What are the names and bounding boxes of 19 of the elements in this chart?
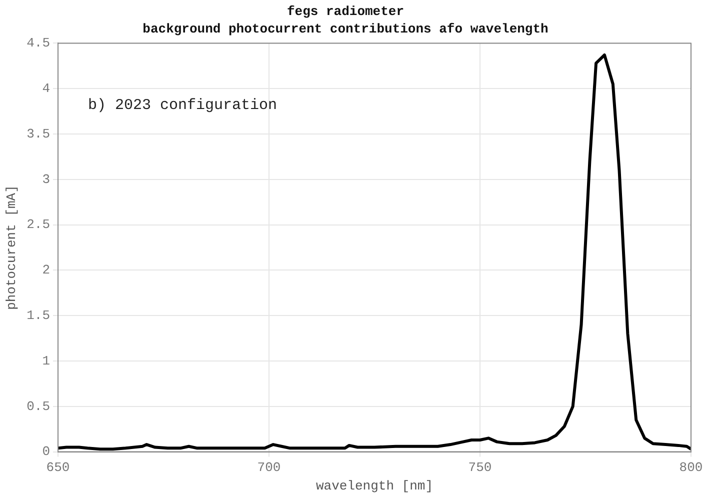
x-axis-title: wavelength [nm] [316, 478, 434, 494]
y-tick-label: 3.5 [26, 126, 50, 142]
y-tick-label: 0.5 [26, 398, 50, 414]
y-tick-label: 2.5 [26, 217, 50, 232]
y-tick-label: 4 [42, 81, 50, 96]
y-axis-title: photocurent [mA] [4, 185, 20, 310]
x-tick-label: 650 [46, 460, 70, 476]
y-tick-label: 3 [42, 172, 50, 187]
chart-title: fegs radiometer [286, 4, 404, 20]
annotation: b) 2023 configuration [88, 97, 278, 114]
x-tick-label: 800 [679, 460, 703, 476]
y-tick-label: 1.5 [26, 308, 50, 324]
y-tick-label: 2 [42, 262, 50, 278]
x-tick-label: 700 [257, 460, 281, 476]
y-tick-label: 1 [42, 353, 50, 368]
x-tick-label: 750 [468, 460, 492, 476]
chart-subtitle: background photocurrent contributions afo wavelength [142, 22, 549, 37]
y-tick-label: 4.5 [26, 36, 50, 51]
y-tick-label: 0 [42, 444, 50, 460]
